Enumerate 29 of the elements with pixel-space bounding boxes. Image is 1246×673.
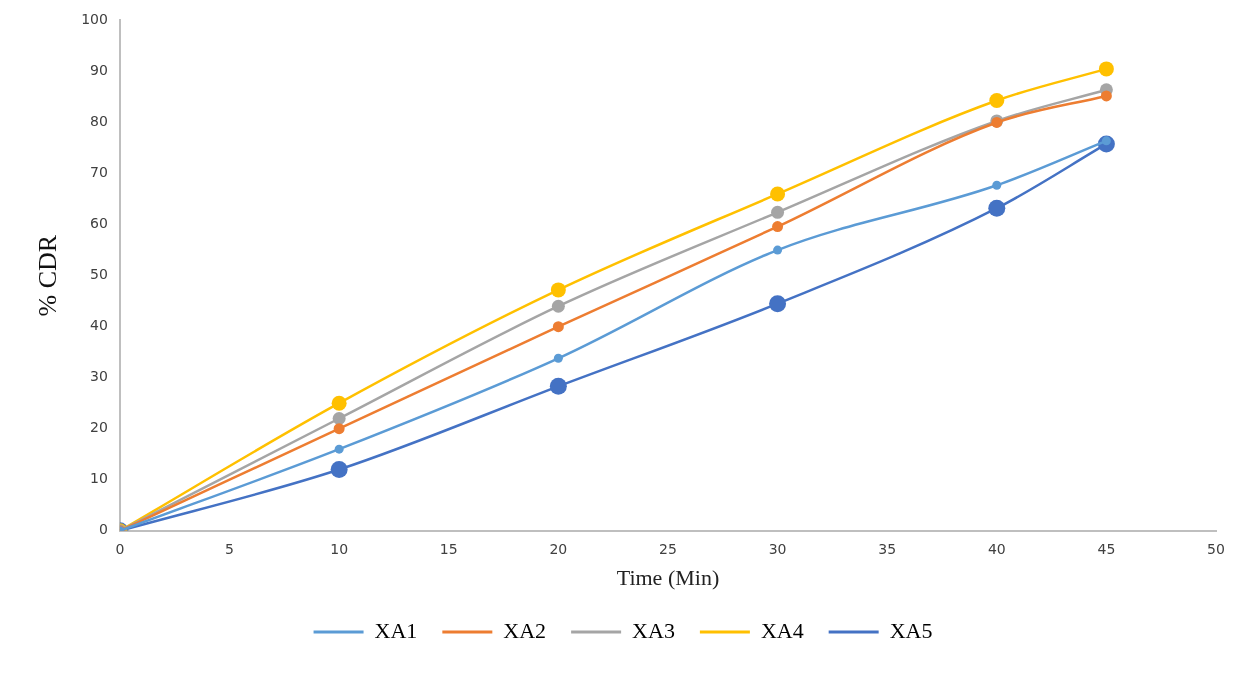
x-tick-label: 30 (768, 540, 787, 557)
x-tick-label: 15 (439, 540, 458, 557)
y-axis-title: % CDR (33, 234, 63, 317)
y-tick-label: 90 (90, 62, 108, 79)
y-tick-label: 20 (90, 419, 108, 436)
x-tick-label: 20 (549, 540, 568, 557)
y-tick-label: 50 (90, 266, 108, 283)
legend-label: XA1 (374, 617, 418, 643)
x-axis-title: Time (Min) (616, 564, 720, 590)
y-tick-label: 100 (81, 11, 108, 28)
x-tick-label: 45 (1097, 540, 1116, 557)
y-tick-label: 0 (99, 521, 108, 538)
y-tick-label: 80 (90, 113, 108, 130)
y-tick-label: 40 (90, 317, 108, 334)
x-tick-label: 10 (330, 540, 349, 557)
legend-label: XA4 (760, 617, 804, 643)
y-tick-label: 70 (90, 164, 108, 181)
x-tick-label: 5 (225, 540, 234, 557)
x-tick-label: 40 (987, 540, 1006, 557)
x-tick-label: 35 (878, 540, 897, 557)
x-tick-label: 25 (659, 540, 677, 557)
x-tick-label: 50 (1207, 540, 1225, 557)
y-tick-label: 30 (90, 368, 108, 385)
legend-label: XA3 (632, 617, 675, 643)
y-tick-label: 10 (90, 470, 108, 487)
x-tick-label: 0 (115, 540, 125, 557)
legend-label: XA5 (889, 617, 933, 643)
y-tick-label: 60 (90, 215, 108, 232)
legend-label: XA2 (503, 617, 547, 643)
